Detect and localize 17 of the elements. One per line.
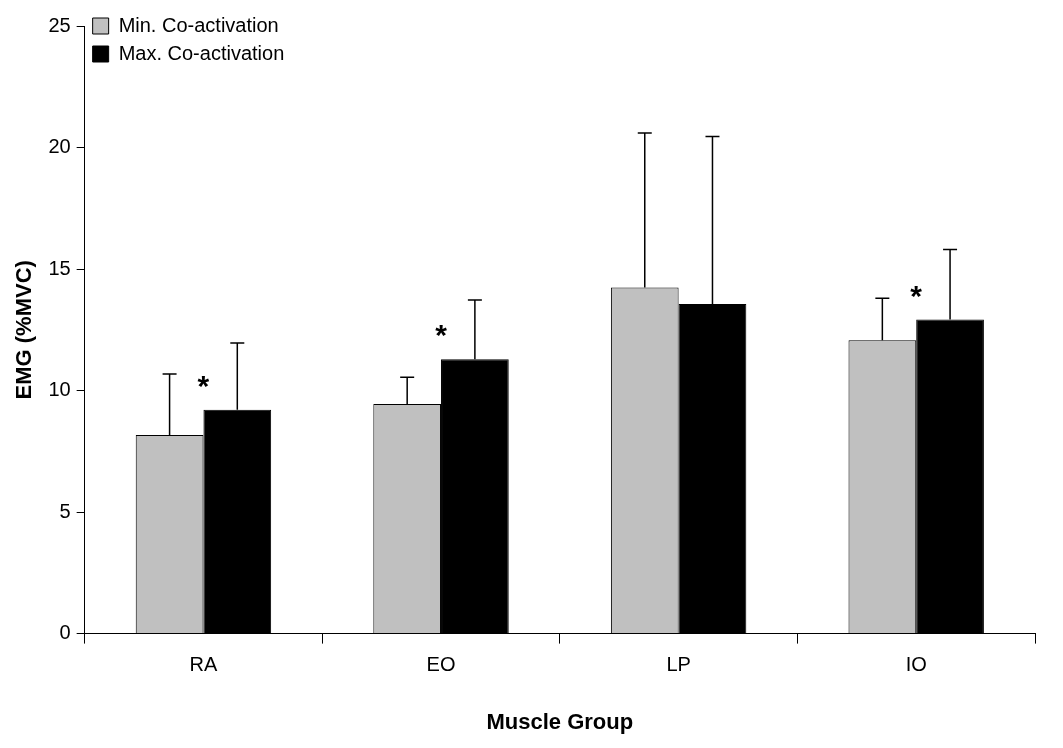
x-axis-title: Muscle Group [486,708,634,734]
y-tick-label: 20 [48,135,71,158]
y-tick-label: 25 [48,13,71,36]
y-axis-title: EMG (%MVC) [11,260,37,400]
y-tick-label: 5 [59,499,71,522]
y-tick-label: 10 [48,378,71,401]
x-tick-label: IO [905,653,927,676]
legend-label: Max. Co-activation [118,41,285,64]
annotation: * [435,318,448,352]
x-tick-label: EO [426,653,456,676]
x-tick-label: LP [666,653,691,676]
annotation: * [910,278,923,312]
legend-label: Min. Co-activation [118,13,279,36]
y-tick-label: 15 [48,256,71,279]
y-tick-label: 0 [59,621,71,644]
annotation: * [197,369,210,403]
x-tick-label: RA [189,653,218,676]
